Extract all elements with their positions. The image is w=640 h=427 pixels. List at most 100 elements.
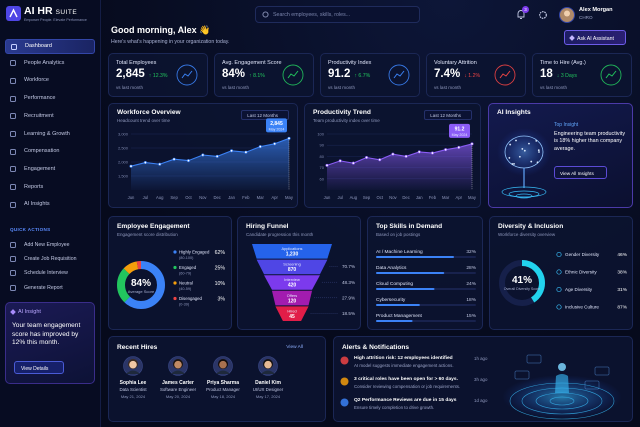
graphic [258, 356, 278, 376]
skill-name: Cloud Computing [376, 281, 413, 287]
hologram-ring [549, 396, 575, 406]
nav-icon [10, 113, 16, 120]
x-tick-label: Feb [242, 195, 250, 200]
donut-segment [117, 261, 165, 309]
nav-item[interactable]: People Analytics [5, 56, 95, 71]
kpi-change: ↓ 3 Days [556, 73, 577, 79]
quick-action[interactable]: Schedule Interview [5, 267, 95, 279]
kpi-period: vs last month [116, 85, 144, 90]
nav-item[interactable]: Workforce [5, 74, 95, 89]
graphic [340, 356, 349, 365]
legend-label: Disengaged [179, 296, 203, 301]
avatar-face [129, 360, 137, 369]
logo-mark [9, 8, 18, 18]
nav-item[interactable]: Reports [5, 180, 95, 195]
range-dropdown[interactable]: Last 12 Months [424, 110, 472, 120]
hire-name: Priya Sharma [207, 380, 239, 386]
nav-item[interactable]: Recruitment [5, 109, 95, 124]
point [325, 163, 329, 167]
quick-action[interactable]: Generate Report [5, 282, 95, 294]
bar [376, 272, 445, 274]
chart-subtitle: Team productivity index over time [313, 118, 380, 123]
quick-action[interactable]: Add New Employee [5, 239, 95, 251]
point [186, 159, 190, 163]
kpi-icon-ring [600, 64, 622, 86]
legend-value: 62% [215, 250, 226, 256]
funnel-card: Hiring Funnel Candidate progression this … [237, 216, 361, 330]
avatar-face [564, 10, 570, 17]
y-tick-label: 80 [320, 154, 325, 159]
card-title: Recent Hires [117, 344, 158, 351]
bar [376, 304, 420, 306]
line [326, 143, 473, 166]
kpi-change: ↑ 12.3% [148, 73, 168, 79]
x-tick-label: Aug [156, 195, 164, 200]
skill-name: Cybersecurity [376, 297, 406, 303]
point [201, 153, 205, 157]
legend-value: 25% [215, 266, 226, 272]
view-all-link[interactable]: View All [286, 345, 303, 350]
kpi-label: Time to Hire (Avg.) [540, 60, 586, 66]
y-tick-label: 2,500 [118, 146, 129, 151]
x-tick-label: Feb [429, 195, 437, 200]
hire-name: Sophia Lee [119, 380, 147, 386]
neuron [515, 139, 517, 142]
action-icon [10, 242, 16, 248]
neuron [518, 155, 521, 158]
nav-item[interactable]: Dashboard [5, 38, 95, 54]
floating-panel [594, 366, 610, 376]
search-box[interactable]: Search employees, skills, roles... [255, 6, 420, 23]
kpi-card: Total Employees 2,845 ↑ 12.3% vs last month [108, 53, 208, 97]
ask-ai-button[interactable]: Ask AI Assistant [564, 30, 626, 45]
alert-icon [340, 398, 349, 407]
stage-value: 870 [288, 267, 297, 273]
nav-icon [10, 60, 16, 67]
neuron [508, 157, 511, 159]
nav-item[interactable]: Compensation [5, 145, 95, 160]
view-details-button[interactable]: View Details [14, 361, 64, 374]
item-value: 38% [617, 270, 627, 276]
tagline: Empower People. Elevate Performance [24, 18, 87, 22]
y-tick-label: 1,500 [118, 174, 129, 179]
y-tick-label: 90 [320, 143, 325, 148]
skill-value: 28% [466, 265, 476, 271]
alert-time: 3h ago [474, 377, 488, 382]
action-icon [10, 256, 16, 263]
kpi-label: Productivity Index [328, 60, 372, 66]
nav-item[interactable]: Performance [5, 92, 95, 107]
sidebar: AI HR SUITE Empower People. Elevate Perfor… [0, 0, 101, 427]
point [417, 150, 421, 154]
nav-label: Performance [24, 95, 56, 102]
kpi-card: Time to Hire (Avg.) 18 ↓ 3 Days vs last mon… [532, 53, 632, 97]
figure-head [558, 363, 566, 371]
neuron [536, 161, 539, 164]
user-role: CHRO [579, 15, 593, 20]
legend-range: (80-100) [179, 256, 194, 260]
nav-item[interactable]: Learning & Growth [5, 127, 95, 142]
kpi-period: vs last month [540, 85, 568, 90]
kpi-card: Productivity Index 91.2 ↑ 6.7% vs last mont… [320, 53, 420, 97]
graphic [6, 6, 21, 21]
stage-name: Interview [284, 277, 300, 282]
donut-center-value: 84% [131, 278, 151, 289]
hire-role: UI/UX Designer [252, 387, 284, 392]
view-all-insights-button[interactable]: View All Insights [554, 166, 607, 179]
item-value: 87% [617, 305, 627, 311]
item-icon [556, 304, 562, 310]
action-label: Create Job Requisition [24, 256, 77, 263]
nav-item[interactable]: Engagement [5, 162, 95, 177]
x-tick-label: Jan [228, 195, 235, 200]
action-icon [10, 284, 16, 291]
y-tick-label: 100 [317, 132, 324, 137]
insight-icon [10, 309, 16, 315]
x-tick-label: Dec [402, 195, 409, 200]
range-dropdown[interactable]: Last 12 Months [241, 110, 289, 120]
nav-item[interactable]: AI Insights [5, 198, 95, 213]
point [457, 145, 461, 149]
item-name: Age Diversity [565, 287, 593, 292]
notification-badge: 3 [522, 6, 529, 13]
stage-name: Offers [287, 293, 298, 298]
quick-action[interactable]: Create Job Requisition [5, 253, 95, 265]
legend-value: 10% [215, 281, 226, 287]
tooltip-value: 91.2 [455, 126, 465, 132]
